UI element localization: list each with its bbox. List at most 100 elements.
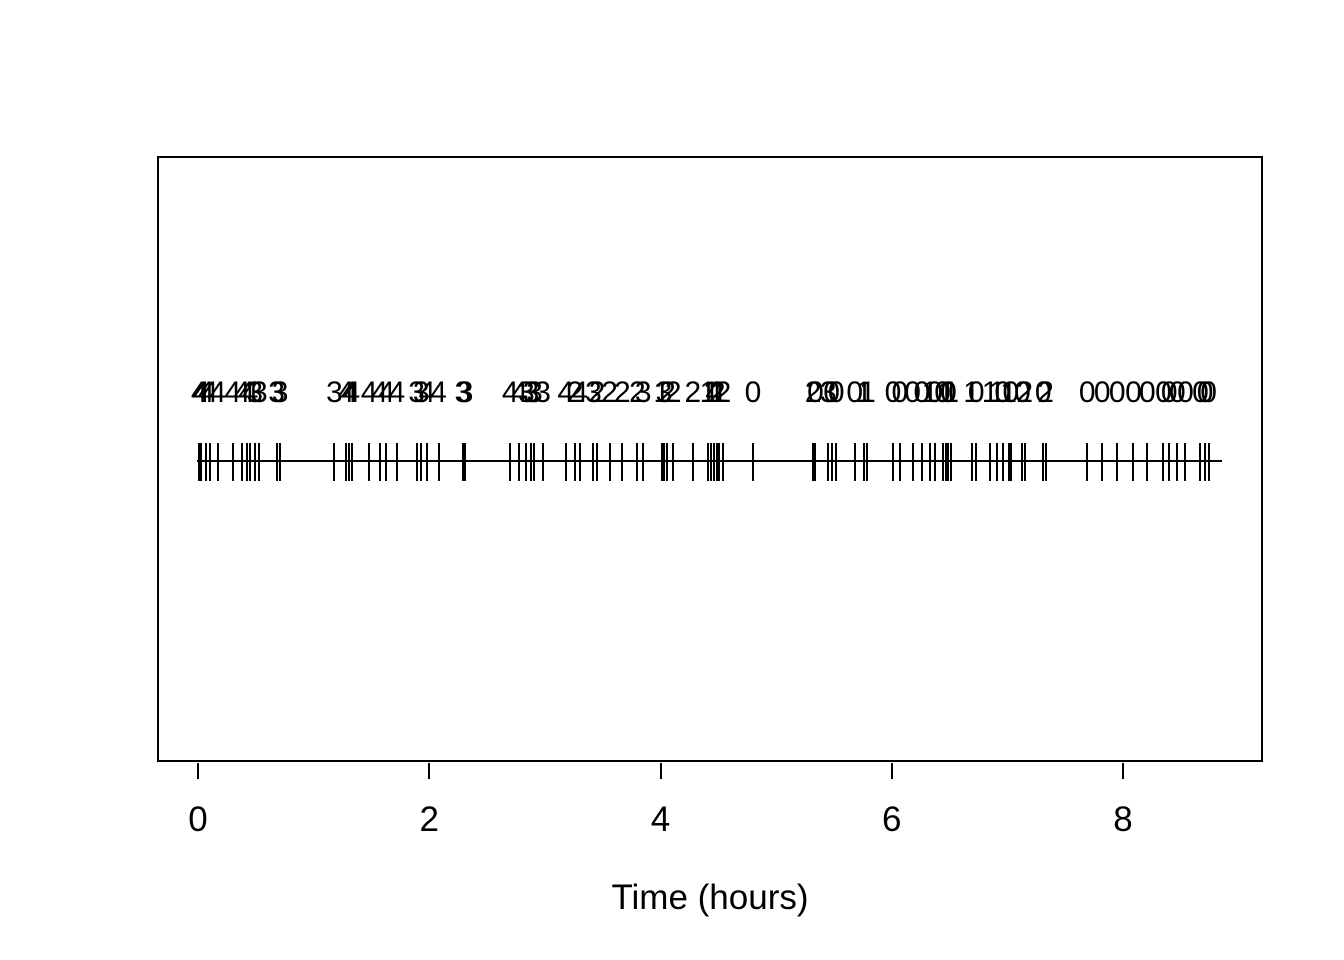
event-tick [970,443,973,481]
event-count-label: 0 [1177,376,1194,409]
event-count-label: 4 [360,376,378,409]
event-tick [706,443,709,481]
event-count-label: 1 [855,376,873,409]
event-tick [595,443,598,481]
event-tick [941,443,944,481]
event-count-label: 1 [699,376,717,409]
event-count-label: 0 [1196,376,1214,409]
event-count-label: 4 [343,376,361,409]
event-tick [1204,443,1207,481]
x-axis-tick [890,763,893,779]
event-tick [947,443,950,481]
event-count-label: 0 [1138,376,1156,409]
event-count-label: 0 [1108,376,1126,409]
event-count-label: 0 [926,376,943,409]
x-axis-tick [659,763,662,779]
event-tick [911,443,914,481]
event-count-label: 0 [1002,376,1020,409]
event-count-label: 0 [827,376,845,409]
event-count-label: 3 [408,376,425,409]
event-tick [1021,443,1024,481]
event-tick [564,443,567,481]
event-tick [1044,443,1047,481]
event-count-label: 0 [1034,376,1052,409]
event-tick [578,443,581,481]
event-tick [437,443,440,481]
event-count-label: 4 [209,376,226,409]
event-count-label: 4 [233,376,251,409]
event-tick [541,443,544,481]
event-tick [1207,443,1210,481]
event-count-label: 1 [711,376,728,409]
event-tick [198,443,201,481]
event-count-label: 1 [942,376,960,409]
event-tick [1023,443,1026,481]
event-tick [1199,443,1202,481]
event-tick [933,443,936,481]
event-count-label: 0 [846,376,864,409]
event-tick [949,443,952,481]
event-count-label: 3 [526,376,543,409]
event-count-label: 4 [224,376,242,409]
x-axis-tick-label: 6 [882,800,902,839]
event-tick [420,443,423,481]
event-tick [216,443,219,481]
x-axis-tick-label: 0 [188,800,208,839]
event-tick [995,443,998,481]
event-tick [866,443,869,481]
event-count-label: 0 [1160,376,1178,409]
x-axis-tick-label: 4 [650,800,671,839]
event-count-label: 4 [430,376,447,409]
event-count-label: 2 [708,376,726,409]
event-tick [1007,443,1010,481]
event-count-label: 3 [585,376,602,409]
event-count-label: 4 [337,376,355,409]
event-tick [989,443,992,481]
event-count-label: 1 [988,376,1006,409]
event-tick [368,443,371,481]
event-count-label: 0 [891,376,909,409]
event-count-label: 4 [557,376,575,409]
event-tick [621,443,624,481]
event-count-label: 0 [1014,376,1031,409]
event-tick [258,443,261,481]
event-tick [592,443,595,481]
event-count-label: 4 [238,376,255,409]
event-tick [752,443,754,481]
event-count-label: 4 [190,376,208,409]
event-count-label: 0 [1169,376,1186,409]
event-count-label: 4 [705,376,723,409]
event-count-label: 4 [341,376,358,409]
plot-border-box [157,156,1263,762]
event-count-label: 0 [1078,376,1096,409]
event-count-label: 3 [271,376,289,409]
event-count-label: 3 [655,376,673,409]
event-tick [928,443,931,481]
event-tick [830,443,833,481]
event-tick [231,443,234,481]
event-tick [253,443,256,481]
event-tick [573,443,576,481]
event-tick [1176,443,1179,481]
event-tick [642,443,645,481]
event-count-label: 3 [246,376,263,409]
event-count-label: 0 [1192,376,1209,409]
event-tick [1146,443,1149,481]
event-count-label: 3 [522,376,540,409]
event-tick [660,443,663,481]
event-tick [945,443,948,481]
event-tick [200,443,203,481]
event-count-label: 1 [937,376,955,409]
event-count-label: 4 [371,376,388,409]
event-count-label: 4 [501,376,519,409]
event-tick [898,443,901,481]
event-count-label: 1 [703,376,720,409]
event-tick [461,443,464,481]
event-count-label: 1 [963,376,980,409]
event-tick [891,443,894,481]
event-tick [863,443,865,481]
event-count-label: 3 [268,376,285,409]
x-axis-tick-label: 2 [419,800,439,839]
event-count-label: 0 [884,376,902,409]
